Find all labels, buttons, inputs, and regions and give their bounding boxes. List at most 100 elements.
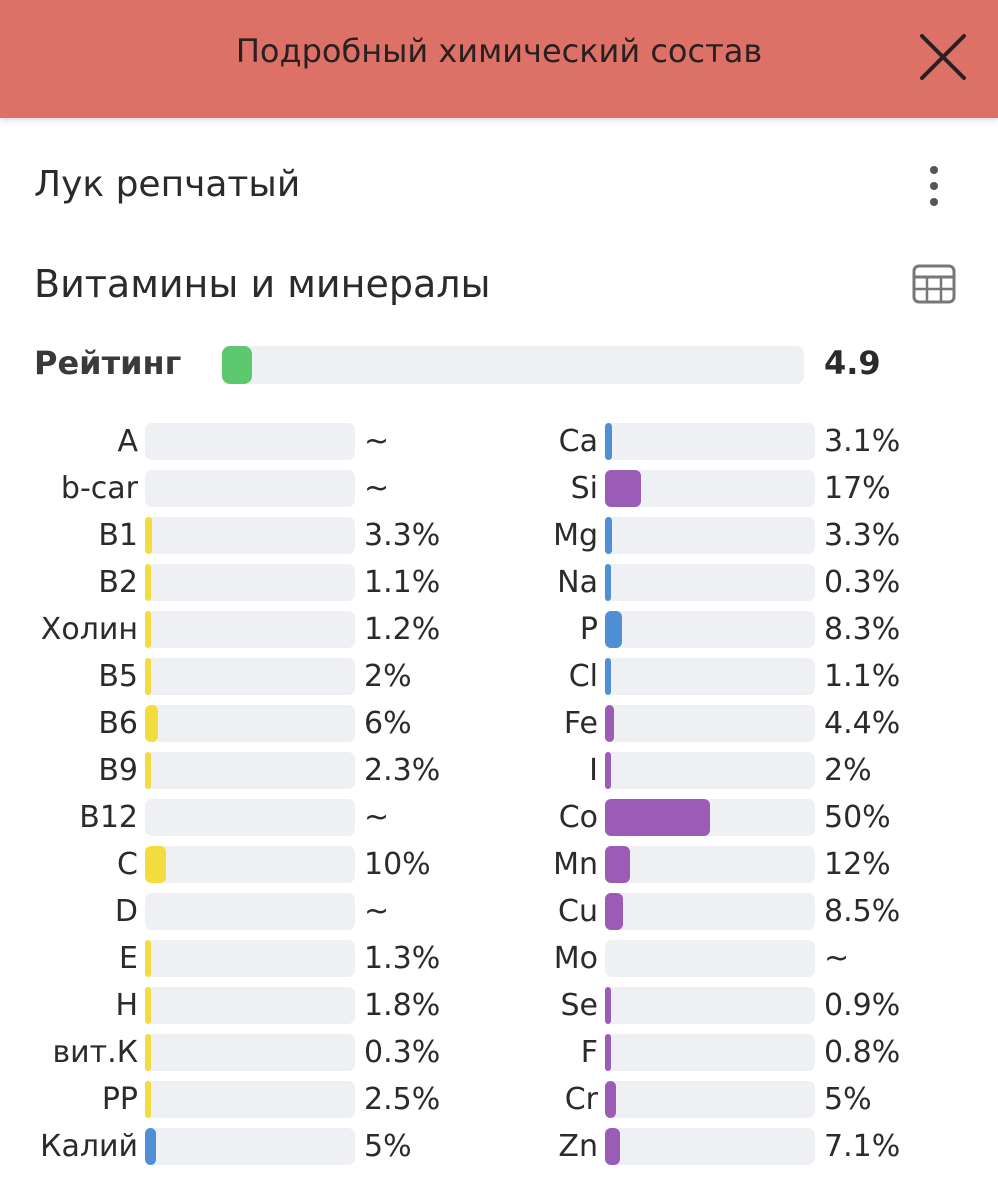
nutrient-bar-fill bbox=[605, 799, 710, 836]
nutrient-value: 12% bbox=[824, 847, 891, 882]
nutrient-row[interactable]: C 10% bbox=[0, 843, 540, 890]
nutrient-bar bbox=[145, 752, 355, 789]
nutrient-bar-fill bbox=[605, 893, 623, 930]
table-icon bbox=[912, 264, 956, 304]
nutrient-bar-fill bbox=[605, 517, 612, 554]
nutrient-row[interactable]: Cu 8.5% bbox=[460, 890, 998, 937]
rating-bar-fill bbox=[222, 346, 252, 384]
nutrient-row[interactable]: B2 1.1% bbox=[0, 561, 540, 608]
nutrient-row[interactable]: Холин 1.2% bbox=[0, 608, 540, 655]
nutrient-row[interactable]: Cr 5% bbox=[460, 1078, 998, 1125]
nutrient-row[interactable]: Ca 3.1% bbox=[460, 420, 998, 467]
nutrient-value: 3.3% bbox=[824, 518, 901, 553]
close-icon bbox=[920, 34, 966, 80]
nutrient-row[interactable]: Cl 1.1% bbox=[460, 655, 998, 702]
nutrient-bar bbox=[605, 940, 815, 977]
nutrient-row[interactable]: P 8.3% bbox=[460, 608, 998, 655]
nutrient-name: B12 bbox=[79, 800, 138, 835]
nutrient-name: P bbox=[579, 612, 598, 647]
nutrient-bar bbox=[605, 705, 815, 742]
nutrient-value: ~ bbox=[364, 894, 390, 929]
nutrient-bar bbox=[145, 564, 355, 601]
nutrient-name: C bbox=[117, 847, 138, 882]
nutrient-name: Co bbox=[558, 800, 598, 835]
nutrient-value: 17% bbox=[824, 471, 891, 506]
nutrient-bar bbox=[605, 893, 815, 930]
nutrient-bar-fill bbox=[145, 1034, 151, 1071]
nutrient-value: 1.8% bbox=[364, 988, 441, 1023]
nutrient-row[interactable]: F 0.8% bbox=[460, 1031, 998, 1078]
nutrient-value: 8.3% bbox=[824, 612, 901, 647]
nutrient-row[interactable]: Mn 12% bbox=[460, 843, 998, 890]
nutrient-name: Si bbox=[570, 471, 598, 506]
nutrient-name: H bbox=[115, 988, 138, 1023]
nutrient-bar bbox=[145, 423, 355, 460]
rating-label: Рейтинг bbox=[34, 344, 182, 382]
nutrient-bar-fill bbox=[605, 705, 614, 742]
nutrient-value: ~ bbox=[364, 800, 390, 835]
nutrient-row[interactable]: H 1.8% bbox=[0, 984, 540, 1031]
nutrient-value: 5% bbox=[824, 1082, 872, 1117]
nutrient-value: ~ bbox=[824, 941, 850, 976]
nutrient-row[interactable]: Калий 5% bbox=[0, 1125, 540, 1172]
nutrient-row[interactable]: b-car ~ bbox=[0, 467, 540, 514]
nutrient-name: F bbox=[580, 1035, 598, 1070]
nutrient-row[interactable]: B6 6% bbox=[0, 702, 540, 749]
nutrient-bar-fill bbox=[605, 564, 611, 601]
nutrient-bar bbox=[605, 799, 815, 836]
nutrient-row[interactable]: B12 ~ bbox=[0, 796, 540, 843]
nutrient-row[interactable]: PP 2.5% bbox=[0, 1078, 540, 1125]
nutrient-value: 50% bbox=[824, 800, 891, 835]
nutrient-row[interactable]: B9 2.3% bbox=[0, 749, 540, 796]
vitamins-list: A ~ b-car ~ B1 3.3% B2 1.1% Холин 1.2% B5 2% B6 6% B9 2… bbox=[0, 420, 540, 1172]
nutrient-value: 1.3% bbox=[364, 941, 441, 976]
nutrient-row[interactable]: вит.К 0.3% bbox=[0, 1031, 540, 1078]
nutrient-row[interactable]: Na 0.3% bbox=[460, 561, 998, 608]
nutrient-name: Fe bbox=[563, 706, 598, 741]
more-options-button[interactable] bbox=[918, 164, 950, 212]
nutrient-name: Cu bbox=[558, 894, 598, 929]
nutrient-value: 10% bbox=[364, 847, 431, 882]
nutrient-row[interactable]: B5 2% bbox=[0, 655, 540, 702]
nutrient-bar-fill bbox=[605, 846, 630, 883]
nutrient-bar-fill bbox=[145, 940, 151, 977]
nutrient-row[interactable]: Mo ~ bbox=[460, 937, 998, 984]
nutrient-name: Mo bbox=[553, 941, 598, 976]
nutrient-bar bbox=[145, 470, 355, 507]
nutrient-bar bbox=[605, 987, 815, 1024]
nutrient-row[interactable]: B1 3.3% bbox=[0, 514, 540, 561]
nutrient-value: 3.1% bbox=[824, 424, 901, 459]
nutrient-row[interactable]: Mg 3.3% bbox=[460, 514, 998, 561]
close-button[interactable] bbox=[912, 26, 974, 88]
nutrient-bar bbox=[605, 752, 815, 789]
nutrient-row[interactable]: Zn 7.1% bbox=[460, 1125, 998, 1172]
rating-bar bbox=[222, 346, 804, 384]
header-title: Подробный химический состав bbox=[235, 32, 763, 70]
nutrient-bar bbox=[145, 799, 355, 836]
nutrient-bar-fill bbox=[145, 752, 151, 789]
nutrient-value: 0.3% bbox=[364, 1035, 441, 1070]
nutrient-row[interactable]: A ~ bbox=[0, 420, 540, 467]
nutrient-bar bbox=[605, 423, 815, 460]
nutrient-bar-fill bbox=[605, 1128, 620, 1165]
nutrient-bar bbox=[605, 564, 815, 601]
nutrient-bar bbox=[145, 1128, 355, 1165]
nutrient-bar-fill bbox=[605, 1034, 611, 1071]
nutrient-name: I bbox=[589, 753, 598, 788]
nutrient-name: b-car bbox=[60, 471, 138, 506]
nutrient-name: вит.К bbox=[52, 1035, 139, 1070]
nutrient-bar-fill bbox=[605, 1081, 616, 1118]
nutrient-bar-fill bbox=[145, 611, 151, 648]
nutrient-row[interactable]: Se 0.9% bbox=[460, 984, 998, 1031]
nutrient-row[interactable]: D ~ bbox=[0, 890, 540, 937]
nutrient-row[interactable]: E 1.3% bbox=[0, 937, 540, 984]
nutrient-row[interactable]: Si 17% bbox=[460, 467, 998, 514]
nutrient-bar bbox=[605, 1034, 815, 1071]
nutrient-row[interactable]: Fe 4.4% bbox=[460, 702, 998, 749]
nutrient-bar-fill bbox=[145, 564, 151, 601]
nutrient-name: E bbox=[119, 941, 138, 976]
table-view-button[interactable] bbox=[910, 262, 958, 306]
nutrient-bar bbox=[145, 987, 355, 1024]
nutrient-row[interactable]: I 2% bbox=[460, 749, 998, 796]
nutrient-row[interactable]: Co 50% bbox=[460, 796, 998, 843]
